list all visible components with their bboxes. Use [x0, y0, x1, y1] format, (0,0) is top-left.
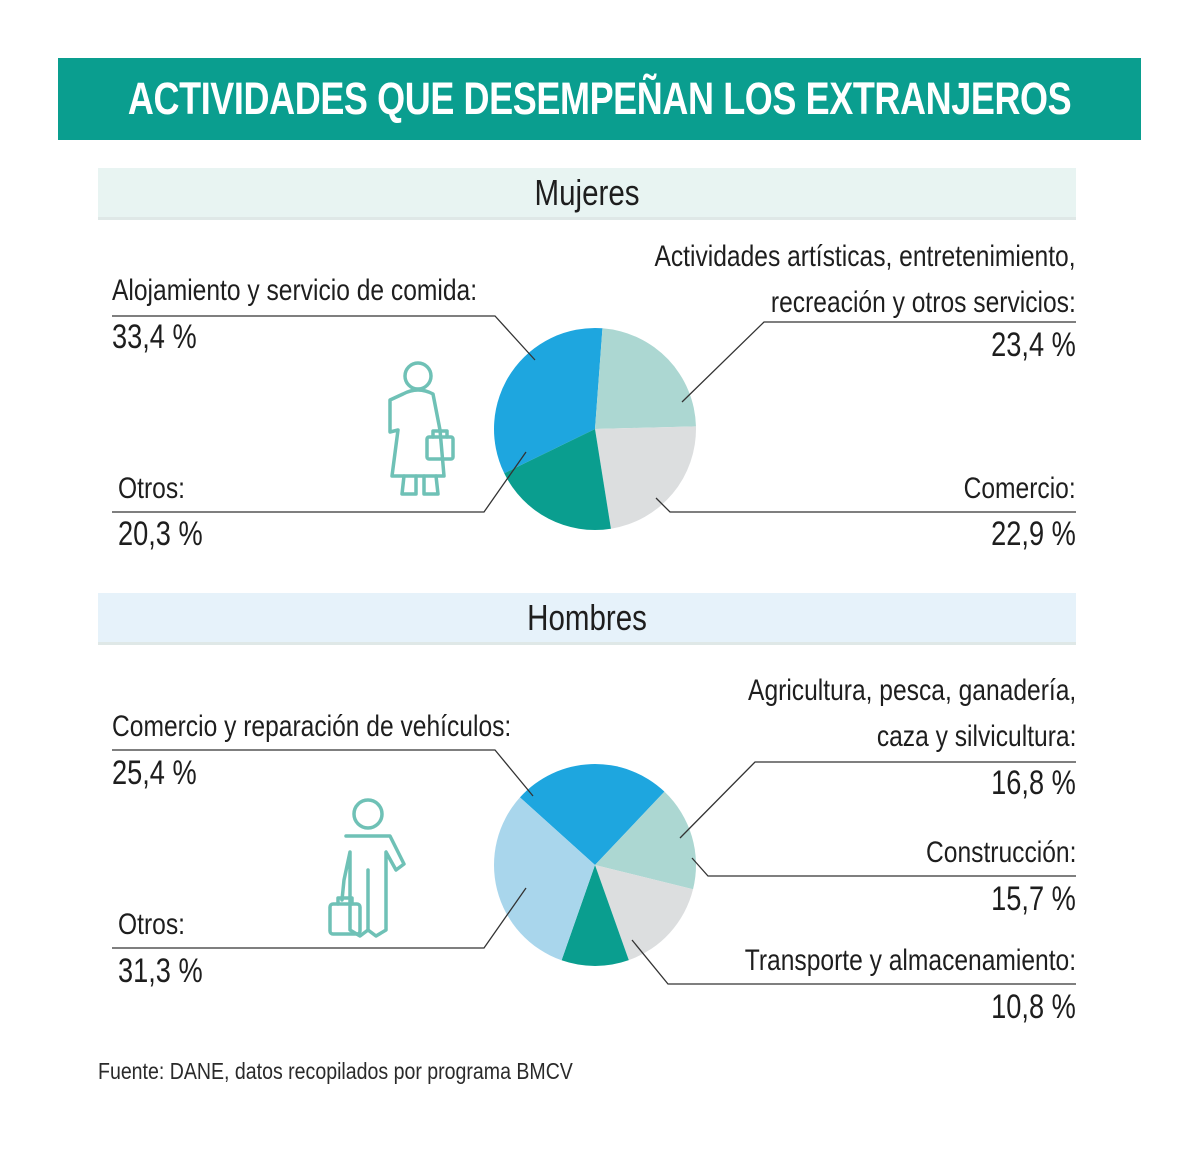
chart-title: ACTIVIDADES QUE DESEMPEÑAN LOS EXTRANJER…: [127, 73, 1072, 124]
men-slice-comercio: [519, 763, 665, 865]
leader-men-otros: [112, 887, 527, 949]
men-slice-construccion: [595, 865, 694, 961]
women-label-artisticas-line2: recreación y otros servicios:: [771, 286, 1076, 319]
leader-women-alojamiento: [112, 315, 536, 361]
leader-men-agricultura: [679, 761, 1076, 839]
women-section-header: Mujeres: [98, 168, 1076, 220]
women-section-title: Mujeres: [534, 171, 640, 213]
title-banner: ACTIVIDADES QUE DESEMPEÑAN LOS EXTRANJER…: [58, 58, 1141, 140]
leader-men-transporte: [631, 939, 1076, 985]
men-section-header: Hombres: [98, 593, 1076, 645]
men-label-otros: Otros:: [118, 908, 185, 941]
women-slice-artisticas: [595, 328, 696, 429]
men-pie: [494, 763, 696, 966]
leader-women-artisticas: [681, 321, 1076, 403]
woman-with-bag-icon: [388, 361, 455, 496]
women-value-otros: 20,3 %: [118, 515, 203, 553]
women-label-alojamiento: Alojamiento y servicio de comida:: [112, 274, 478, 307]
women-pie: [493, 328, 696, 530]
men-slice-transporte: [561, 865, 629, 966]
men-value-agricultura: 16,8 %: [991, 764, 1076, 802]
women-slice-otros: [504, 429, 611, 530]
men-slice-agricultura: [595, 791, 696, 890]
men-value-otros: 31,3 %: [118, 952, 203, 990]
men-label-agricultura-line1: Agricultura, pesca, ganadería,: [747, 674, 1076, 707]
women-value-artisticas: 23,4 %: [991, 326, 1076, 364]
men-label-transporte: Transporte y almacenamiento:: [744, 944, 1076, 977]
men-section-title: Hombres: [527, 596, 647, 638]
leader-women-otros: [112, 451, 527, 513]
leader-men-comercio: [112, 749, 534, 797]
women-label-comercio: Comercio:: [963, 472, 1076, 505]
leader-women-comercio: [655, 497, 1076, 513]
men-value-construccion: 15,7 %: [991, 880, 1076, 918]
women-value-alojamiento: 33,4 %: [112, 318, 197, 356]
women-label-otros: Otros:: [118, 472, 185, 505]
source-note: Fuente: DANE, datos recopilados por prog…: [98, 1058, 573, 1084]
men-slice-otros: [494, 797, 595, 961]
men-value-transporte: 10,8 %: [991, 988, 1076, 1026]
women-slice-comercio: [595, 426, 696, 529]
women-value-comercio: 22,9 %: [991, 515, 1076, 553]
leader-men-construccion: [691, 857, 1076, 877]
men-label-construccion: Construcción:: [925, 836, 1076, 869]
man-with-briefcase-icon: [328, 798, 406, 938]
men-label-comercio: Comercio y reparación de vehículos:: [112, 710, 512, 743]
men-value-comercio: 25,4 %: [112, 754, 197, 792]
women-slice-alojamiento: [493, 328, 603, 474]
women-label-artisticas-line1: Actividades artísticas, entretenimiento,: [654, 240, 1076, 273]
men-label-agricultura-line2: caza y silvicultura:: [876, 720, 1076, 753]
